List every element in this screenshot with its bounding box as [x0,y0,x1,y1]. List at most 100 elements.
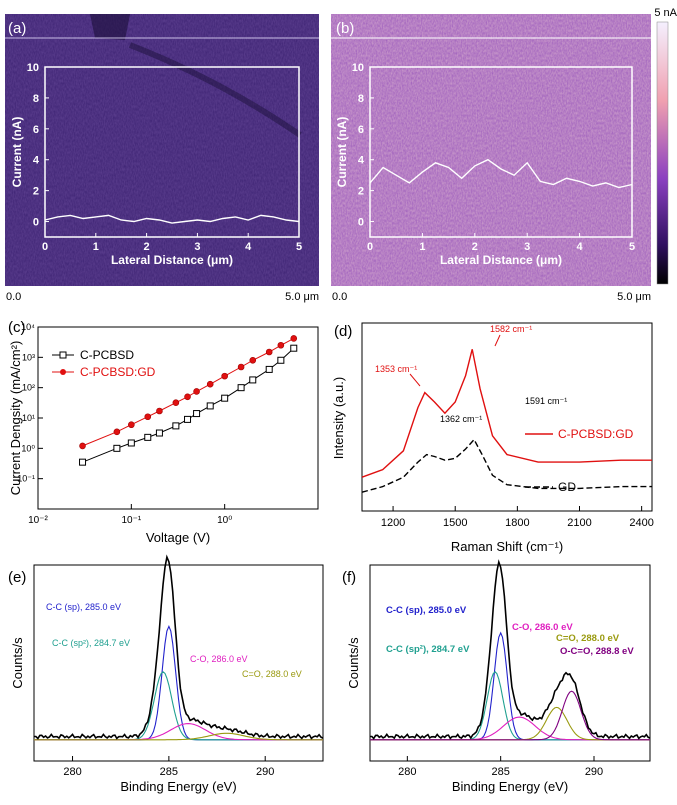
plot-area-d: 1200 1500 1800 2100 2400 Raman Shift (cm⁻¹) In… [331,324,654,554]
x-tick-label: 2400 [629,517,653,529]
x-axis-label: Voltage (V) [146,530,210,545]
y-tick-label: 10¹ [22,413,35,423]
legend-label: GD [558,480,576,494]
afm-dark-feature [90,14,130,40]
panel-c: 10⁻² 10⁻¹ 10⁰ 10⁻¹ 10⁰ 10¹ 10² 10³ 10⁴ Voltage (V… [8,319,319,545]
y-tick-label: 8 [33,93,39,105]
panel-label-f: (f) [342,569,356,586]
y-tick-label: 6 [33,124,39,136]
x-tick-label: 290 [256,766,274,778]
legend-label: C-PCBSD:GD [558,427,634,441]
x-tick-label: 1800 [505,517,529,529]
scale-left-b: 0.0 [332,291,347,303]
data-point-pcbsd-gd [113,428,121,436]
x-tick-label: 280 [63,766,81,778]
x-tick-label: 4 [245,241,252,253]
raman-line-pcbsd-gd [361,349,652,478]
x-tick-label: 285 [491,766,509,778]
y-tick-label: 10 [27,62,39,74]
inset-plot-b: 0 1 2 3 4 5 0 2 4 6 8 10 Lateral Distance (μm) Curren… [335,62,635,267]
x-tick-label: 1200 [381,517,405,529]
legend-marker [60,369,66,375]
current-profile-line [44,214,300,224]
y-axis-label: Current (nA) [10,117,24,188]
scale-right-a: 5.0 μm [285,291,319,303]
y-axis-label: Current Dengsity (mA/cm²) [8,341,23,496]
data-point-pcbsd-gd [184,393,191,401]
x-axis-label: Lateral Distance (μm) [440,253,562,267]
peak-annotation: 1582 cm⁻¹ [490,324,532,334]
data-point-pcbsd-gd [249,356,257,364]
x-tick-label: 290 [585,766,603,778]
data-point-pcbsd [113,444,121,452]
x-tick-label: 3 [194,241,200,253]
x-tick-label: 0 [367,241,373,253]
panel-label-b: (b) [336,20,354,37]
plot-frame-c [37,326,319,510]
x-axis-label: Raman Shift (cm⁻¹) [451,539,563,554]
afm-noise-b [331,14,651,286]
peak-annotation: 1353 cm⁻¹ [375,364,417,374]
envelope-line [370,559,651,740]
plot-area-e: 280 285 290 Binding Energy (eV) Counts/s C-C … [10,554,324,794]
y-tick-label: 2 [358,186,364,198]
y-tick-label: 10³ [22,352,35,362]
data-point-pcbsd [206,402,214,410]
data-point-pcbsd-gd [290,335,298,342]
x-axis-label: Binding Energy (eV) [120,779,236,794]
x-tick-label: 5 [296,241,302,253]
data-point-pcbsd-gd [156,407,163,415]
scale-right-b: 5.0 μm [617,291,651,303]
colorbar [656,21,669,285]
data-point-pcbsd [221,394,229,402]
peak-label: C-O, 286.0 eV [512,622,573,633]
x-tick-label: 280 [398,766,416,778]
x-tick-label: 0 [42,241,48,253]
data-point-pcbsd [265,365,273,373]
data-point-pcbsd-gd [128,421,135,429]
x-tick-label: 285 [160,766,178,778]
legend-label: C-PCBSD:GD [80,365,156,379]
y-axis-label: Intensity (a.u.) [331,377,346,459]
data-point-pcbsd-gd [79,442,86,450]
data-point-pcbsd-gd [265,348,273,356]
x-tick-label: 1 [419,241,425,253]
x-tick-label: 5 [629,241,635,253]
panel-d: 1200 1500 1800 2100 2400 Raman Shift (cm⁻¹) In… [331,322,654,554]
y-tick-label: 10⁻¹ [17,474,35,484]
y-tick-label: 10 [352,62,364,74]
legend-marker [59,351,67,359]
x-axis-label: Lateral Distance (μm) [111,253,233,267]
x-tick-label: 1 [93,241,99,253]
x-tick-label: 10⁰ [217,515,232,526]
inset-frame-a [44,66,300,238]
peak-label: C-C (sp²), 284.7 eV [386,644,470,655]
envelope-line [34,554,324,740]
scale-left-a: 0.0 [6,291,21,303]
plot-area-f: 280 285 290 Binding Energy (eV) Counts/s C-C … [346,559,651,794]
component-peak [34,732,323,741]
data-point-pcbsd [249,376,257,384]
y-axis-label: Current (nA) [335,117,349,188]
data-point-pcbsd [144,433,152,441]
plot-frame-d [361,322,653,512]
peak-label: C-C (sp), 285.0 eV [46,602,121,612]
panel-a: 0 1 2 3 4 5 0 2 4 6 8 10 Lateral Distance (μm) Curren… [5,14,319,303]
y-tick-label: 10² [22,383,35,393]
y-tick-label: 4 [358,155,365,167]
data-point-pcbsd [290,344,298,352]
peak-label: C=O, 288.0 eV [242,669,302,679]
y-tick-label: 0 [358,217,364,229]
x-tick-label: 4 [577,241,584,253]
x-axis-label: Binding Energy (eV) [452,779,568,794]
data-point-pcbsd-gd [277,341,285,349]
y-tick-label: 10⁴ [21,322,35,332]
y-axis-label: Counts/s [10,637,25,689]
data-point-pcbsd-gd [144,413,152,421]
data-point-pcbsd [127,439,135,447]
data-point-pcbsd [79,458,87,466]
y-tick-label: 8 [358,93,364,105]
y-tick-label: 4 [33,155,40,167]
y-axis-label: Counts/s [346,637,361,689]
